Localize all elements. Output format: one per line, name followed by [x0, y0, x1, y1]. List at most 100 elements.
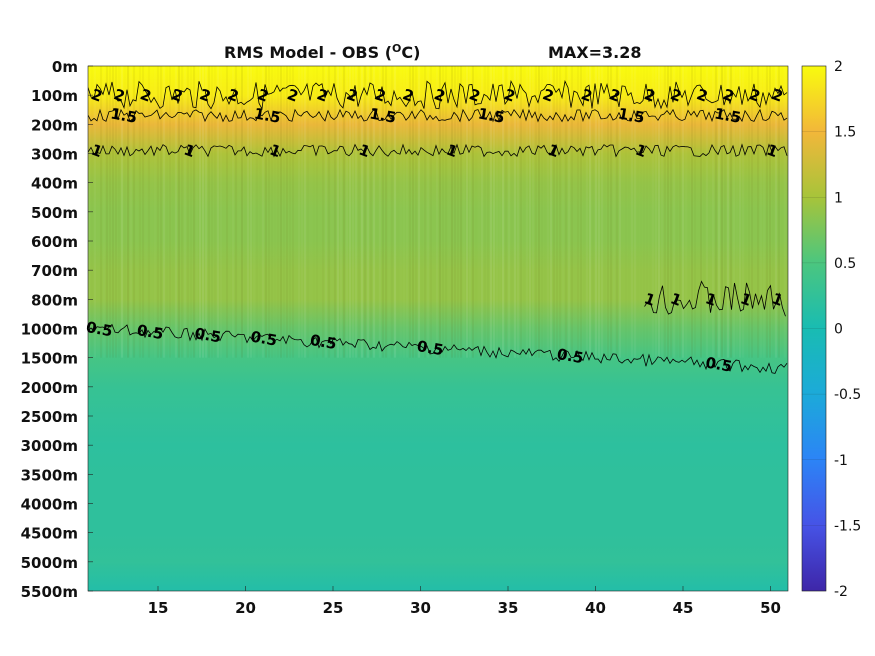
- y-tick-label: 100m: [31, 87, 78, 105]
- colorbar: [801, 65, 827, 592]
- noise-stripe: [355, 66, 357, 358]
- contour-line-1.5: [88, 108, 788, 123]
- noise-stripe: [616, 66, 618, 358]
- noise-stripe: [502, 66, 504, 358]
- noise-stripe: [220, 66, 222, 358]
- noise-stripe: [631, 66, 633, 358]
- noise-stripe: [427, 66, 429, 358]
- noise-stripe: [604, 66, 606, 358]
- noise-stripe: [100, 66, 102, 358]
- noise-stripe: [325, 66, 327, 358]
- noise-stripe: [727, 66, 729, 358]
- noise-stripe: [535, 66, 537, 358]
- noise-stripe: [451, 66, 453, 358]
- noise-stripe: [472, 66, 474, 358]
- contour-line-0.5: [88, 323, 788, 374]
- contour-line-1: [644, 280, 786, 317]
- noise-stripe: [586, 66, 588, 358]
- noise-stripe: [211, 66, 213, 358]
- noise-stripe: [469, 66, 471, 358]
- noise-stripe: [199, 66, 201, 358]
- noise-stripe: [361, 66, 363, 358]
- noise-stripe: [244, 66, 246, 358]
- colorbar-tick-label: -1: [834, 453, 848, 469]
- noise-stripe: [181, 66, 183, 358]
- contour-labels: 2 2 2 2 2 2 2 2 2 2 2 2 2 2 2 2 2 2 2 2 2 2 2 21.5 1.5 1.5 1.5 1.5 1…: [85, 85, 786, 375]
- noise-stripe: [262, 66, 264, 358]
- noise-stripe: [553, 66, 555, 358]
- noise-stripe: [730, 66, 732, 358]
- noise-stripe: [517, 66, 519, 358]
- noise-stripe: [772, 66, 774, 358]
- noise-stripe: [454, 66, 456, 358]
- noise-stripe: [544, 66, 546, 358]
- noise-stripe: [568, 66, 570, 358]
- noise-stripe: [547, 66, 549, 358]
- noise-stripe: [148, 66, 150, 358]
- noise-stripe: [706, 66, 708, 358]
- contour-label: 0.5: [249, 327, 278, 349]
- colorbar-tick-label: -1.5: [834, 518, 861, 534]
- noise-stripe: [589, 66, 591, 358]
- noise-stripe: [304, 66, 306, 358]
- noise-stripe: [346, 66, 348, 358]
- y-tick-label: 4500m: [21, 525, 78, 543]
- heatmap-field: [88, 66, 788, 591]
- noise-stripe: [685, 66, 687, 358]
- noise-stripe: [430, 66, 432, 358]
- noise-stripe: [520, 66, 522, 358]
- contour-label: 0.5: [416, 337, 445, 359]
- noise-stripe: [400, 66, 402, 358]
- noise-stripe: [193, 66, 195, 358]
- heatmap-noise-stripes: [88, 66, 783, 358]
- noise-stripe: [241, 66, 243, 358]
- noise-stripe: [751, 66, 753, 358]
- colorbar-tick-label: -2: [834, 584, 848, 600]
- noise-stripe: [592, 66, 594, 358]
- noise-stripe: [526, 66, 528, 358]
- noise-stripe: [433, 66, 435, 358]
- noise-stripe: [412, 66, 414, 358]
- noise-stripe: [571, 66, 573, 358]
- noise-stripe: [178, 66, 180, 358]
- contour-label: 0.5: [193, 324, 222, 346]
- noise-stripe: [328, 66, 330, 358]
- noise-stripe: [316, 66, 318, 358]
- chart-title: RMS Model - OBS (OC): [224, 42, 420, 62]
- noise-stripe: [679, 66, 681, 358]
- noise-stripe: [166, 66, 168, 358]
- noise-stripe: [580, 66, 582, 358]
- y-tick-label: 500m: [31, 204, 78, 222]
- y-tick-label: 700m: [31, 262, 78, 280]
- noise-stripe: [106, 66, 108, 358]
- noise-stripe: [382, 66, 384, 358]
- noise-stripe: [673, 66, 675, 358]
- noise-stripe: [250, 66, 252, 358]
- noise-stripe: [490, 66, 492, 358]
- noise-stripe: [595, 66, 597, 358]
- y-tick-label: 300m: [31, 146, 78, 164]
- noise-stripe: [202, 66, 204, 358]
- noise-stripe: [424, 66, 426, 358]
- noise-stripe: [655, 66, 657, 358]
- noise-stripe: [175, 66, 177, 358]
- title-suffix: C): [401, 43, 420, 62]
- noise-stripe: [298, 66, 300, 358]
- noise-stripe: [292, 66, 294, 358]
- noise-stripe: [781, 66, 783, 358]
- noise-stripe: [115, 66, 117, 358]
- noise-stripe: [394, 66, 396, 358]
- noise-stripe: [157, 66, 159, 358]
- y-tick-label: 5000m: [21, 554, 78, 572]
- y-tick-label: 800m: [31, 291, 78, 309]
- noise-stripe: [541, 66, 543, 358]
- noise-stripe: [172, 66, 174, 358]
- noise-stripe: [265, 66, 267, 358]
- noise-stripe: [442, 66, 444, 358]
- noise-stripe: [691, 66, 693, 358]
- y-tick-label: 5500m: [21, 583, 78, 601]
- noise-stripe: [703, 66, 705, 358]
- noise-stripe: [712, 66, 714, 358]
- noise-stripe: [208, 66, 210, 358]
- noise-stripe: [109, 66, 111, 358]
